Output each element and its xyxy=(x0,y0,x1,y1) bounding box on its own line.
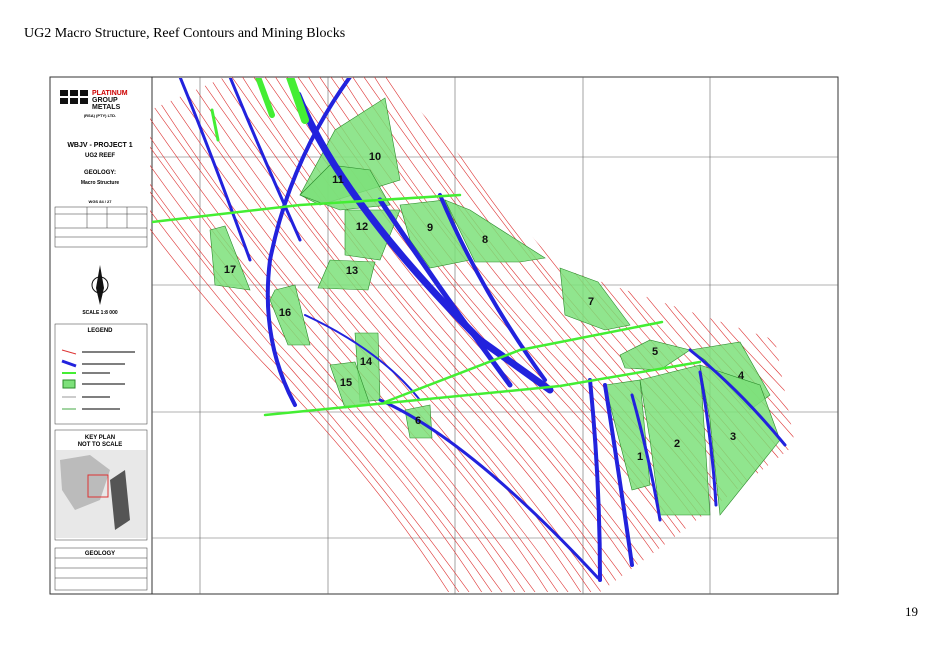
page-title: UG2 Macro Structure, Reef Contours and M… xyxy=(24,26,345,41)
block-label: 11 xyxy=(332,174,344,186)
geology-type: Macro Structure xyxy=(81,180,120,186)
company-sub: (RSA) (PTY) LTD. xyxy=(84,113,116,118)
key-plan: NOT TO SCALE xyxy=(78,442,123,448)
legend-box xyxy=(54,323,148,425)
block-label: 14 xyxy=(360,356,373,368)
legend-title: LEGEND xyxy=(87,328,113,334)
contour-line xyxy=(150,77,505,592)
block-label: 9 xyxy=(427,222,433,234)
company-line: GROUP xyxy=(92,97,118,104)
contour-line xyxy=(150,77,483,592)
geology-table xyxy=(54,547,148,591)
block-label: 2 xyxy=(674,438,680,450)
block-label: 5 xyxy=(652,346,658,358)
block-label: 15 xyxy=(340,377,352,389)
block-label: 10 xyxy=(369,151,381,163)
company-line: PLATINUM xyxy=(92,90,128,97)
map-frame xyxy=(49,76,839,595)
block-label: 6 xyxy=(415,415,421,427)
coord-table xyxy=(54,206,148,248)
block-label: 4 xyxy=(738,370,745,382)
block-label: 13 xyxy=(346,265,358,277)
dykes xyxy=(152,78,702,417)
table-rules xyxy=(55,557,147,579)
contour-line xyxy=(150,77,516,592)
geology-heading: GEOLOGY: xyxy=(84,170,116,176)
contour-line xyxy=(150,77,461,592)
contour-line xyxy=(193,77,615,592)
contour-line xyxy=(150,77,571,592)
north-arrow xyxy=(91,265,109,305)
key-plan-map xyxy=(56,450,146,538)
key-plan-box xyxy=(54,429,148,541)
logo xyxy=(60,90,88,104)
block-label: 12 xyxy=(356,221,368,233)
company-line: METALS xyxy=(92,104,121,111)
block-label: 3 xyxy=(730,431,736,443)
key-plan: KEY PLAN xyxy=(85,435,115,441)
block-label: 16 xyxy=(279,307,291,319)
block-label: 1 xyxy=(637,451,643,463)
table-title: GEOLOGY xyxy=(85,551,115,557)
legend-symbols xyxy=(61,349,135,410)
contour-line xyxy=(226,77,648,592)
contour-line xyxy=(171,77,593,592)
scale: SCALE 1:8 000 xyxy=(82,310,118,316)
block-label: 7 xyxy=(588,296,594,308)
block-label: 8 xyxy=(482,234,488,246)
mining-blocks xyxy=(209,97,781,516)
contour-line xyxy=(182,77,604,592)
datum: WGS 84 / 27 xyxy=(89,199,113,204)
reef: UG2 REEF xyxy=(85,153,115,159)
block-label: 17 xyxy=(224,264,236,276)
contour-line xyxy=(204,77,626,592)
page-number: 19 xyxy=(905,604,918,619)
project: WBJV - PROJECT 1 xyxy=(67,142,132,149)
title-panel: PLATINUM GROUP METALS (RSA) (PTY) LTD. W… xyxy=(54,90,148,591)
contour-line xyxy=(150,77,494,592)
contour-line xyxy=(215,77,637,592)
